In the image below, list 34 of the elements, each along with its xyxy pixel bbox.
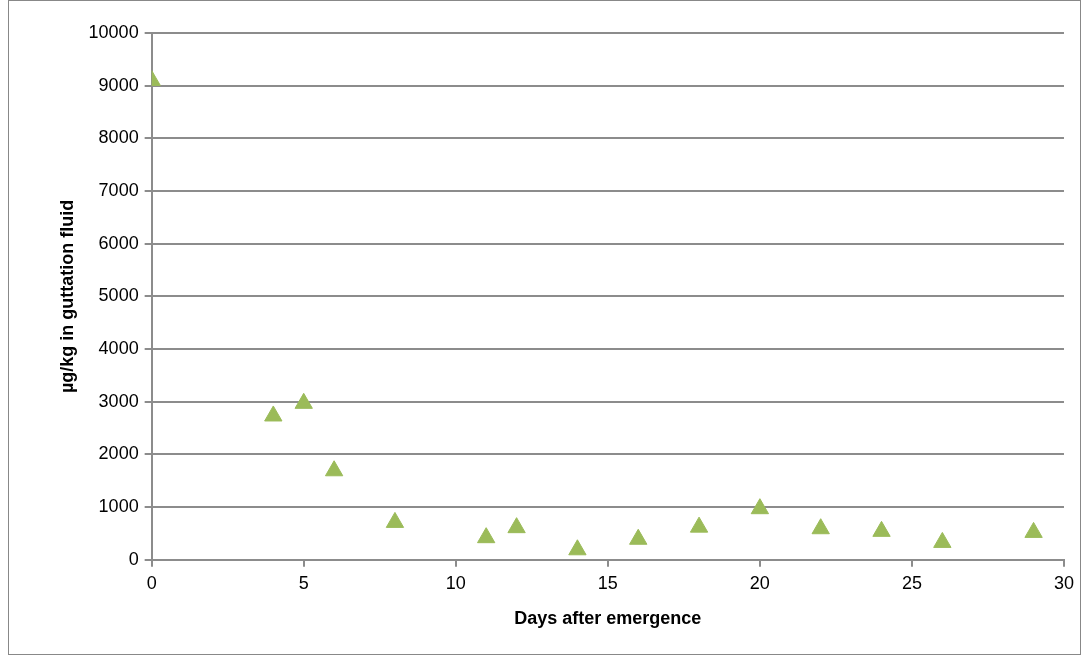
y-tick-label: 8000: [98, 127, 139, 148]
y-tick-label: 3000: [98, 390, 139, 411]
y-tick-label: 1000: [98, 496, 139, 517]
x-tick-label: 30: [1053, 572, 1074, 593]
y-tick-label: 4000: [98, 338, 139, 359]
point: [264, 405, 283, 422]
y-tick-label: 5000: [98, 285, 139, 306]
point: [933, 531, 952, 548]
point: [568, 539, 587, 556]
point: [324, 460, 344, 477]
point: [629, 528, 648, 545]
point: [477, 527, 496, 544]
y-tick-label: 2000: [98, 443, 139, 464]
point: [750, 498, 770, 515]
point: [811, 518, 830, 535]
x-tick-label: 15: [597, 572, 618, 593]
x-axis-title: Days after emergence: [514, 608, 702, 629]
y-tick-label: 0: [128, 548, 139, 569]
x-tick-label: 5: [298, 572, 309, 593]
point: [872, 520, 891, 537]
point: [689, 516, 709, 533]
y-tick-label: 6000: [98, 232, 139, 253]
y-tick-label: 9000: [98, 74, 139, 95]
x-tick-label: 10: [445, 572, 466, 593]
y-axis-title: µg/kg in guttation fluid: [56, 199, 77, 394]
y-tick-label: 7000: [98, 180, 139, 201]
point: [385, 511, 405, 528]
x-tick-label: 0: [146, 572, 157, 593]
point: [294, 392, 313, 409]
x-tick-label: 20: [749, 572, 770, 593]
x-tick-label: 25: [901, 572, 922, 593]
point: [507, 517, 526, 534]
point: [1024, 521, 1043, 538]
y-tick-label: 10000: [88, 21, 139, 42]
